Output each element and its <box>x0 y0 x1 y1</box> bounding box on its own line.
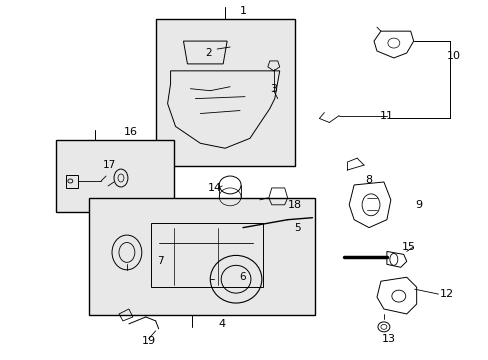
Text: 15: 15 <box>401 243 415 252</box>
Text: 2: 2 <box>204 48 211 58</box>
Text: 3: 3 <box>270 84 277 94</box>
Text: 17: 17 <box>102 160 116 170</box>
Text: 11: 11 <box>379 111 393 121</box>
Text: 10: 10 <box>446 51 459 61</box>
Text: 7: 7 <box>157 256 163 266</box>
Bar <box>155 19 294 166</box>
Text: 8: 8 <box>365 175 372 185</box>
Bar <box>56 140 173 212</box>
Text: 12: 12 <box>439 289 452 299</box>
Text: 18: 18 <box>287 200 301 210</box>
Text: 19: 19 <box>142 336 156 346</box>
Text: 6: 6 <box>239 272 246 282</box>
Bar <box>89 198 315 315</box>
Text: 1: 1 <box>239 6 246 16</box>
Text: 9: 9 <box>414 200 421 210</box>
Text: 4: 4 <box>218 319 225 329</box>
Text: 13: 13 <box>381 334 395 344</box>
Text: 14: 14 <box>208 183 222 193</box>
Text: 5: 5 <box>294 222 300 233</box>
Text: 16: 16 <box>123 127 138 138</box>
